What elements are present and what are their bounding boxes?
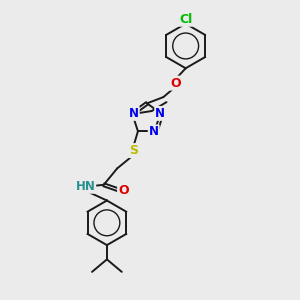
Text: Cl: Cl	[179, 13, 192, 26]
Text: N: N	[155, 107, 165, 120]
Text: N: N	[149, 125, 159, 138]
Text: S: S	[129, 144, 138, 157]
Text: O: O	[118, 184, 129, 196]
Text: HN: HN	[75, 180, 95, 193]
Text: O: O	[170, 76, 181, 90]
Text: N: N	[129, 107, 139, 120]
